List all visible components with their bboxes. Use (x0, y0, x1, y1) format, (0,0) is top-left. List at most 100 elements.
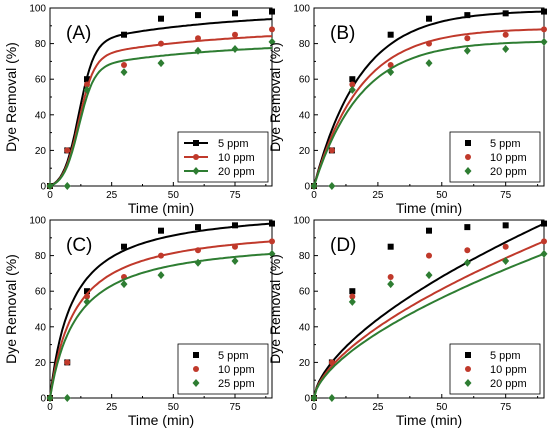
data-point (349, 293, 356, 300)
data-point (541, 8, 547, 15)
data-point (463, 258, 471, 267)
data-point (269, 220, 275, 227)
data-point (502, 44, 510, 53)
x-tick-label: 25 (106, 190, 118, 201)
data-point (541, 26, 547, 33)
data-point (464, 247, 471, 254)
data-point (310, 394, 318, 402)
y-tick-label: 100 (29, 4, 46, 15)
data-point (84, 288, 90, 295)
data-point (348, 297, 356, 306)
data-point (121, 61, 127, 68)
data-point (502, 10, 509, 17)
data-point (328, 182, 336, 190)
legend-marker (192, 379, 200, 387)
data-point (121, 243, 127, 250)
data-point (84, 293, 90, 300)
data-point (348, 85, 356, 94)
legend: 5 ppm 10 ppm 20 ppm (449, 343, 541, 395)
x-tick-label: 0 (47, 402, 53, 413)
data-point (387, 273, 394, 280)
data-point (269, 8, 275, 15)
y-tick-label: 60 (35, 75, 47, 86)
data-point (541, 220, 547, 227)
data-point (63, 394, 71, 402)
y-axis-label: Dye Removal (%) (267, 254, 283, 364)
data-point (121, 31, 127, 38)
x-tick-label: 25 (106, 402, 118, 413)
legend-entry: 25 ppm (218, 378, 255, 390)
data-point (387, 280, 395, 289)
fit-curve-3 (313, 252, 545, 399)
data-point (328, 147, 335, 154)
y-tick-label: 80 (299, 39, 311, 50)
fit-curve-1 (313, 222, 545, 399)
data-point (158, 40, 164, 47)
y-tick-label: 0 (40, 182, 46, 193)
x-tick-label: 0 (311, 190, 317, 201)
x-tick-label: 75 (500, 190, 512, 201)
legend-entry: 10 ppm (218, 364, 255, 376)
legend-entry: 5 ppm (218, 138, 249, 150)
legend-marker (464, 379, 472, 387)
data-point (540, 37, 548, 46)
x-tick-label: 0 (47, 190, 53, 201)
data-point (84, 76, 90, 83)
data-point (502, 31, 509, 38)
x-tick-label: 75 (229, 402, 241, 413)
legend-entry: 10 ppm (490, 152, 527, 164)
y-axis-label: Dye Removal (%) (3, 42, 19, 152)
x-tick-label: 0 (311, 402, 317, 413)
data-point (387, 31, 394, 38)
chart-panel-4: 0 25 50 75 0 20 40 60 80 100 Time (min) Dye Removal… (267, 216, 548, 428)
y-tick-label: 100 (293, 4, 310, 15)
y-tick-label: 40 (299, 110, 311, 121)
data-point (120, 68, 128, 77)
legend-entry: 20 ppm (490, 166, 527, 178)
data-point (425, 59, 433, 68)
y-tick-label: 0 (304, 182, 310, 193)
data-point (464, 35, 471, 42)
legend-entry: 5 ppm (490, 138, 521, 150)
data-point (464, 12, 471, 19)
legend-marker (465, 140, 471, 146)
data-point (387, 243, 394, 250)
data-point (426, 40, 432, 47)
data-point (463, 46, 471, 55)
legend-entry: 10 ppm (218, 152, 255, 164)
legend-marker (193, 154, 199, 160)
data-point (232, 31, 238, 38)
data-point (464, 224, 471, 231)
data-point (195, 224, 201, 231)
data-point (268, 249, 276, 258)
x-axis-label: Time (min) (128, 412, 194, 428)
data-point (231, 256, 239, 265)
data-point (64, 147, 71, 154)
data-point (194, 258, 202, 267)
y-tick-label: 80 (299, 251, 311, 262)
y-tick-label: 80 (35, 251, 47, 262)
panel-label: (B) (330, 23, 355, 44)
y-tick-label: 60 (299, 75, 311, 86)
chart-panel-2: 0 25 50 75 0 20 40 60 80 100 Time (min) Dye Removal… (267, 4, 548, 216)
data-point (502, 222, 509, 229)
x-tick-label: 50 (168, 190, 180, 201)
y-tick-label: 80 (35, 39, 47, 50)
legend-entry: 20 ppm (490, 378, 527, 390)
x-axis-label: Time (min) (396, 412, 462, 428)
data-point (328, 359, 335, 366)
x-tick-label: 75 (229, 190, 241, 201)
data-point (232, 243, 238, 250)
y-tick-label: 40 (35, 110, 47, 121)
y-tick-label: 0 (40, 394, 46, 405)
legend: 5 ppm 10 ppm 20 ppm (177, 131, 269, 183)
data-point (158, 15, 164, 22)
data-point (269, 238, 275, 245)
data-point (194, 46, 202, 55)
data-point (349, 81, 356, 88)
legend-marker (465, 366, 471, 372)
x-tick-label: 50 (436, 190, 448, 201)
y-tick-label: 100 (29, 216, 46, 227)
data-point (46, 394, 54, 402)
